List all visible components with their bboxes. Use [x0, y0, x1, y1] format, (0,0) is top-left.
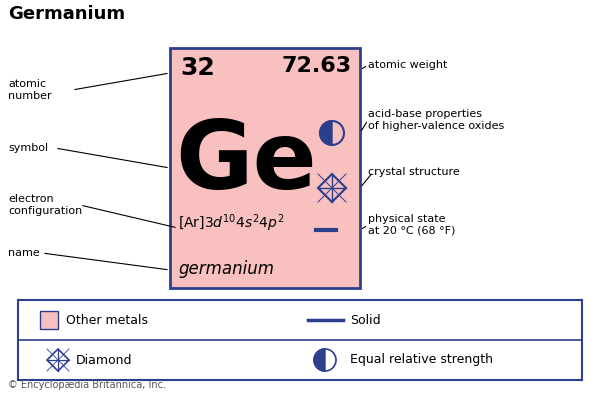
Text: atomic
number: atomic number: [8, 79, 52, 101]
Text: $[\mathrm{Ar}]3d^{10}4s^{2}4p^{2}$: $[\mathrm{Ar}]3d^{10}4s^{2}4p^{2}$: [178, 212, 284, 234]
Text: symbol: symbol: [8, 143, 48, 153]
Text: acid-base properties
of higher-valence oxides: acid-base properties of higher-valence o…: [368, 109, 504, 131]
Text: Germanium: Germanium: [8, 5, 125, 23]
Polygon shape: [320, 121, 332, 145]
Text: Diamond: Diamond: [76, 354, 133, 366]
FancyBboxPatch shape: [18, 300, 582, 380]
Text: Solid: Solid: [350, 314, 380, 326]
Text: physical state
at 20 °C (68 °F): physical state at 20 °C (68 °F): [368, 214, 455, 236]
Text: Equal relative strength: Equal relative strength: [350, 354, 493, 366]
Polygon shape: [314, 349, 325, 371]
Text: © Encyclopædia Britannica, Inc.: © Encyclopædia Britannica, Inc.: [8, 380, 166, 390]
Text: crystal structure: crystal structure: [368, 167, 460, 177]
Text: name: name: [8, 248, 40, 258]
Text: electron
configuration: electron configuration: [8, 194, 82, 216]
Text: Ge: Ge: [175, 117, 317, 209]
Text: 32: 32: [180, 56, 215, 80]
FancyBboxPatch shape: [40, 311, 58, 329]
Text: Other metals: Other metals: [66, 314, 148, 326]
FancyBboxPatch shape: [170, 48, 360, 288]
Text: atomic weight: atomic weight: [368, 60, 448, 70]
Text: 72.63: 72.63: [282, 56, 352, 76]
Text: germanium: germanium: [178, 260, 274, 278]
